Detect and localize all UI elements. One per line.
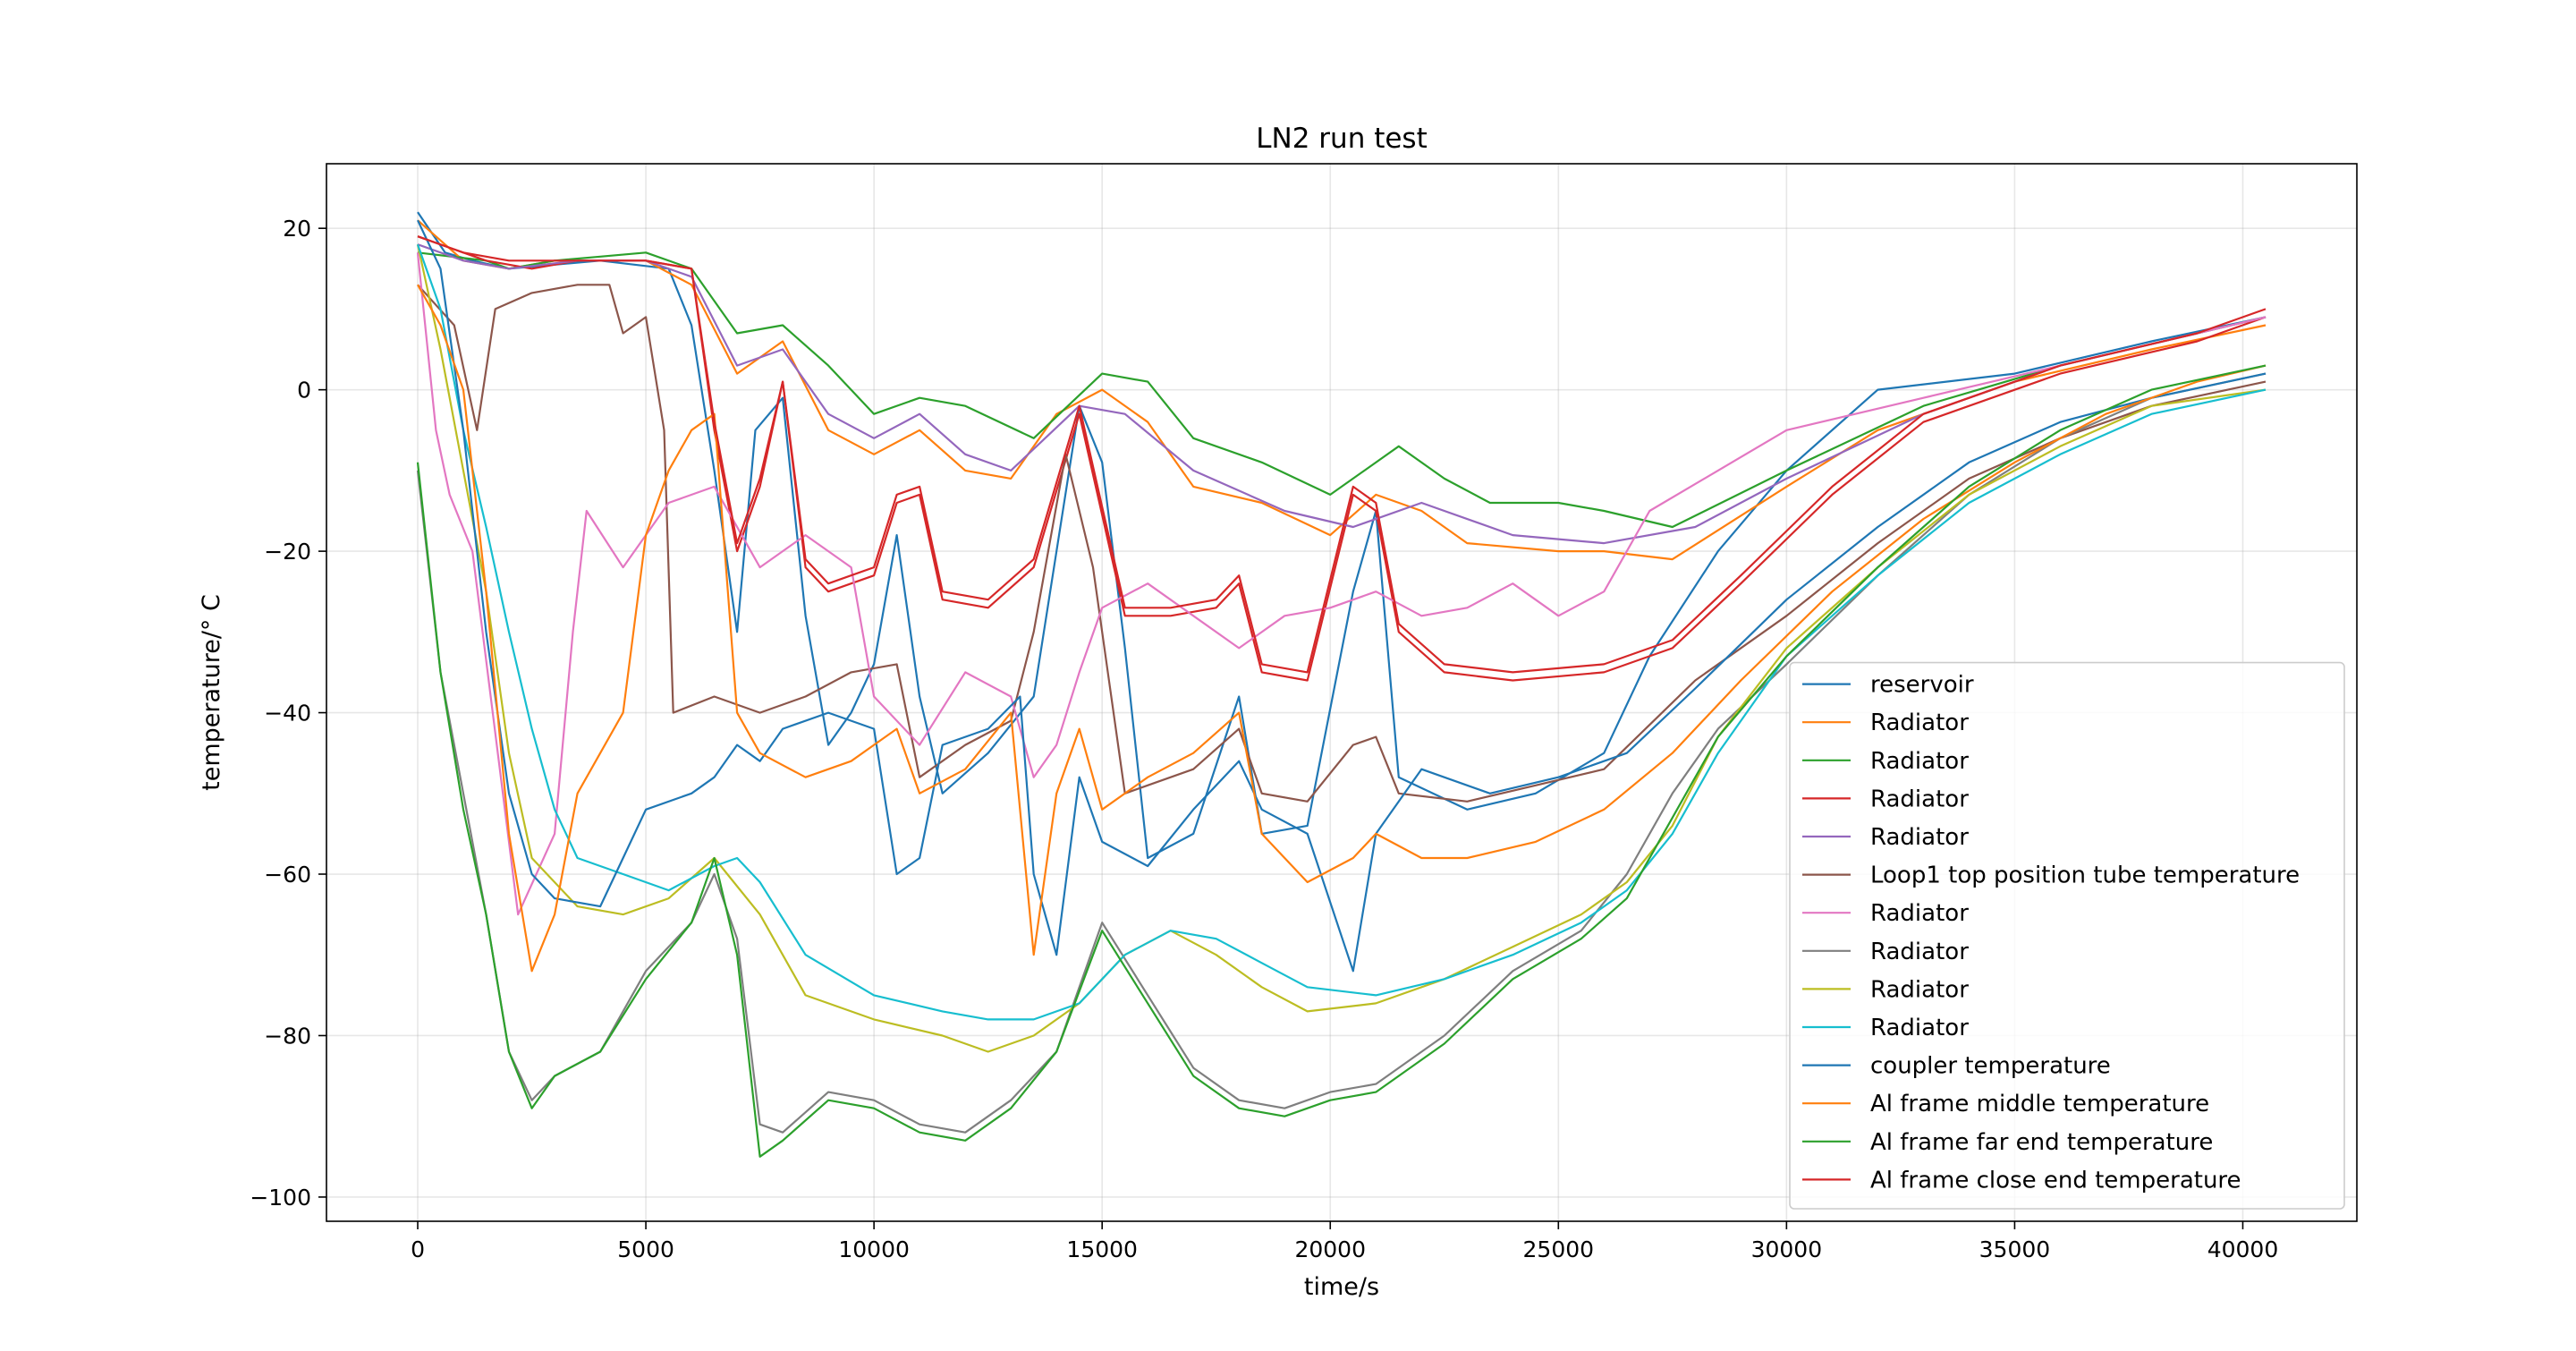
y-tick-label: 0: [297, 378, 311, 404]
legend-label: Radiator: [1870, 900, 1969, 927]
legend-label: reservoir: [1870, 672, 1974, 699]
series-line-6: [417, 284, 2267, 803]
legend-label: Al frame close end temperature: [1870, 1167, 2241, 1194]
series-layer: [416, 211, 2267, 1158]
legend-label: Radiator: [1870, 709, 1969, 736]
legend: reservoir Radiator Radiator Radiator Radiato…: [1789, 661, 2345, 1210]
legend-label: coupler temperature: [1870, 1053, 2111, 1080]
x-tick-label: 20000: [1294, 1236, 1366, 1262]
axis-ticks: 0 5000 10000 15000 20000 25000 30000 35000 40000…: [250, 216, 2278, 1262]
x-tick-label: 25000: [1523, 1236, 1595, 1262]
series-line-3: [417, 251, 2267, 529]
legend-label: Radiator: [1870, 786, 1969, 812]
legend-box: [1789, 661, 2345, 1210]
series-line-7: [416, 252, 2267, 916]
y-tick-label: −80: [264, 1023, 311, 1049]
series-line-1: [417, 211, 2267, 860]
series-line-14: [417, 235, 2267, 674]
y-tick-label: 20: [283, 216, 311, 242]
legend-label: Radiator: [1870, 1015, 1969, 1041]
legend-label: Radiator: [1870, 824, 1969, 851]
y-tick-label: −60: [264, 862, 311, 888]
series-line-13: [416, 364, 2267, 1158]
y-axis-label: temperature/° C: [198, 594, 225, 791]
x-tick-label: 30000: [1751, 1236, 1823, 1262]
legend-label: Radiator: [1870, 976, 1969, 1003]
series-line-12: [417, 284, 2267, 973]
x-tick-label: 10000: [838, 1236, 910, 1262]
y-tick-label: −100: [250, 1185, 311, 1211]
x-tick-label: 35000: [1979, 1236, 2051, 1262]
chart-title: LN2 run test: [1256, 123, 1427, 155]
series-line-11: [417, 219, 2267, 973]
legend-label: Al frame middle temperature: [1870, 1091, 2209, 1117]
series-line-10: [416, 243, 2267, 1021]
axes-frame: [326, 163, 2358, 1222]
x-tick-label: 0: [411, 1236, 425, 1262]
legend-label: Al frame far end temperature: [1870, 1129, 2213, 1156]
x-axis-label: time/s: [1304, 1273, 1379, 1301]
x-tick-label: 15000: [1066, 1236, 1138, 1262]
legend-label: Radiator: [1870, 939, 1969, 965]
y-tick-label: −40: [264, 701, 311, 726]
y-tick-label: −20: [264, 539, 311, 565]
legend-label: Loop1 top position tube temperature: [1870, 862, 2300, 889]
x-tick-label: 5000: [617, 1236, 674, 1262]
legend-label: Radiator: [1870, 748, 1969, 775]
x-tick-label: 40000: [2207, 1236, 2279, 1262]
